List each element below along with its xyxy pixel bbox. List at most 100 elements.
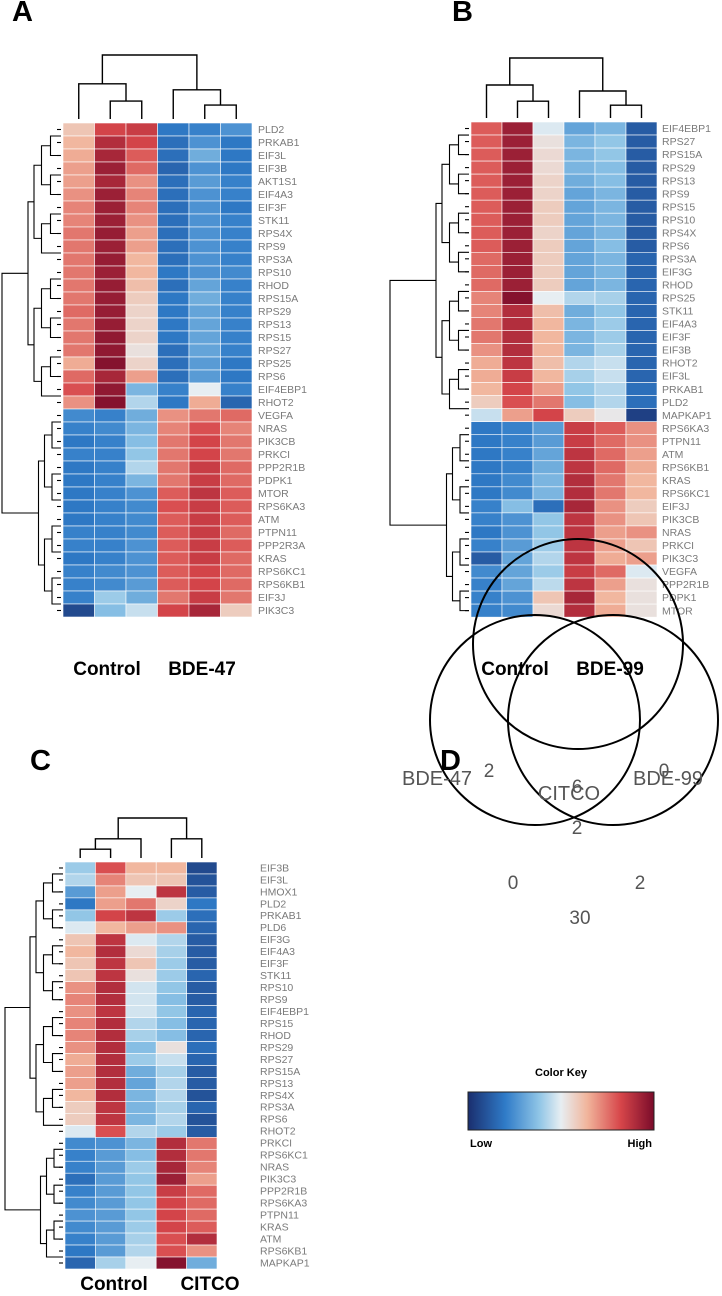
gene-label: RHOD xyxy=(258,280,289,292)
heatmap-cell xyxy=(625,603,658,618)
gene-label: MAPKAP1 xyxy=(260,1257,310,1269)
gene-label: EIF3F xyxy=(258,202,287,214)
group-label: Control xyxy=(481,659,549,680)
color-key-bar xyxy=(467,1091,655,1131)
gene-label: STK11 xyxy=(662,306,693,318)
gene-label: RPS29 xyxy=(260,1042,293,1054)
gene-label: RPS6KA3 xyxy=(662,423,709,435)
gene-label: RPS13 xyxy=(258,319,291,331)
gene-label: PIK3C3 xyxy=(662,553,698,565)
gene-label: EIF4A3 xyxy=(662,319,697,331)
panel-d-letter: D xyxy=(440,745,461,777)
gene-label: RPS4X xyxy=(258,228,292,240)
gene-label: NRAS xyxy=(260,1162,289,1174)
gene-label: RPS6 xyxy=(260,1114,288,1126)
gene-label: PIK3C3 xyxy=(258,605,294,617)
heatmap-cell xyxy=(186,1256,218,1270)
gene-label: PTPN11 xyxy=(260,1209,299,1221)
gene-label: NRAS xyxy=(258,423,287,435)
gene-label: RHOD xyxy=(260,1030,291,1042)
group-label: BDE-47 xyxy=(168,659,236,680)
gene-label: PIK3CB xyxy=(662,514,699,526)
gene-label: RPS15A xyxy=(258,293,298,305)
gene-label: HMOX1 xyxy=(260,886,298,898)
gene-label: PIK3CB xyxy=(258,436,295,448)
panel-a-letter: A xyxy=(12,0,33,28)
venn-circle-citco xyxy=(472,538,684,750)
gene-label: PPP2R3A xyxy=(258,540,305,552)
gene-label: PDPK1 xyxy=(258,475,293,487)
gene-label: VEGFA xyxy=(662,566,697,578)
gene-label: RPS6KC1 xyxy=(662,488,710,500)
gene-label: RPS15 xyxy=(258,332,291,344)
venn-count-bde47-only: 2 xyxy=(484,761,495,782)
gene-label: PIK3C3 xyxy=(260,1174,296,1186)
gene-label: RPS9 xyxy=(662,188,690,200)
gene-label: EIF3G xyxy=(260,934,290,946)
venn-label-bde47: BDE-47 xyxy=(402,768,472,790)
gene-label: MTOR xyxy=(258,488,289,500)
gene-label: RPS6KA3 xyxy=(258,501,305,513)
gene-label: RPS4X xyxy=(260,1090,294,1102)
gene-label: RPS3A xyxy=(662,253,696,265)
gene-label: AKT1S1 xyxy=(258,176,297,188)
gene-label: RPS29 xyxy=(662,162,695,174)
color-key-low-label: Low xyxy=(470,1138,492,1150)
color-key-high-label: High xyxy=(628,1138,653,1150)
gene-label: RPS6KC1 xyxy=(260,1150,308,1162)
gene-label: EIF3L xyxy=(662,371,690,383)
gene-label: EIF3J xyxy=(662,501,689,513)
gene-label: EIF4EBP1 xyxy=(260,1006,309,1018)
panel-b-letter: B xyxy=(452,0,473,28)
color-key-title: Color Key xyxy=(535,1067,588,1079)
gene-label: RPS6KB1 xyxy=(260,1245,307,1257)
gene-label: RPS13 xyxy=(662,175,695,187)
gene-label: RPS6 xyxy=(258,371,286,383)
gene-label: RPS6KB1 xyxy=(662,462,709,474)
gene-label: RPS15A xyxy=(662,149,702,161)
gene-label: PLD6 xyxy=(260,922,286,934)
gene-label: PPP2R1B xyxy=(662,579,709,591)
gene-label: RHOD xyxy=(662,280,693,292)
gene-label: PRKCI xyxy=(258,449,290,461)
gene-label: RPS9 xyxy=(258,241,286,253)
gene-label: RPS25 xyxy=(662,293,695,305)
gene-label: EIF3G xyxy=(662,266,692,278)
gene-label: MAPKAP1 xyxy=(662,410,712,422)
gene-label: PTPN11 xyxy=(662,436,701,448)
heatmap-cell xyxy=(220,603,253,618)
gene-label: RPS27 xyxy=(260,1054,293,1066)
gene-label: RHOT2 xyxy=(662,358,698,370)
gene-label: PLD2 xyxy=(258,124,284,136)
row-dendrogram xyxy=(4,867,63,1264)
gene-label: RPS27 xyxy=(258,345,291,357)
venn-count-citco-bde47: 0 xyxy=(508,873,519,894)
gene-label: RPS4X xyxy=(662,227,696,239)
gene-label: EIF3F xyxy=(662,332,691,344)
venn-circle-bde47 xyxy=(429,614,641,826)
gene-label: PRKCI xyxy=(662,540,694,552)
gene-label: RPS15 xyxy=(662,201,695,213)
gene-label: STK11 xyxy=(258,215,289,227)
gene-label: ATM xyxy=(258,514,279,526)
gene-label: PPP2R1B xyxy=(258,462,305,474)
gene-label: PLD2 xyxy=(662,397,688,409)
gene-label: RPS3A xyxy=(258,254,292,266)
gene-label: RPS27 xyxy=(662,136,695,148)
gene-label: EIF4EBP1 xyxy=(662,123,711,135)
venn-label-bde99: BDE-99 xyxy=(633,768,703,790)
gene-label: STK11 xyxy=(260,970,291,982)
gene-label: EIF4A3 xyxy=(258,189,293,201)
gene-label: RPS6 xyxy=(662,240,690,252)
gene-label: EIF3L xyxy=(258,150,286,162)
gene-label: KRAS xyxy=(260,1221,289,1233)
gene-label: RPS9 xyxy=(260,994,288,1006)
gene-label: ATM xyxy=(260,1233,281,1245)
gene-label: RPS15A xyxy=(260,1066,300,1078)
gene-label: RPS6KC1 xyxy=(258,566,306,578)
gene-label: KRAS xyxy=(258,553,287,565)
gene-label: EIF4EBP1 xyxy=(258,384,307,396)
